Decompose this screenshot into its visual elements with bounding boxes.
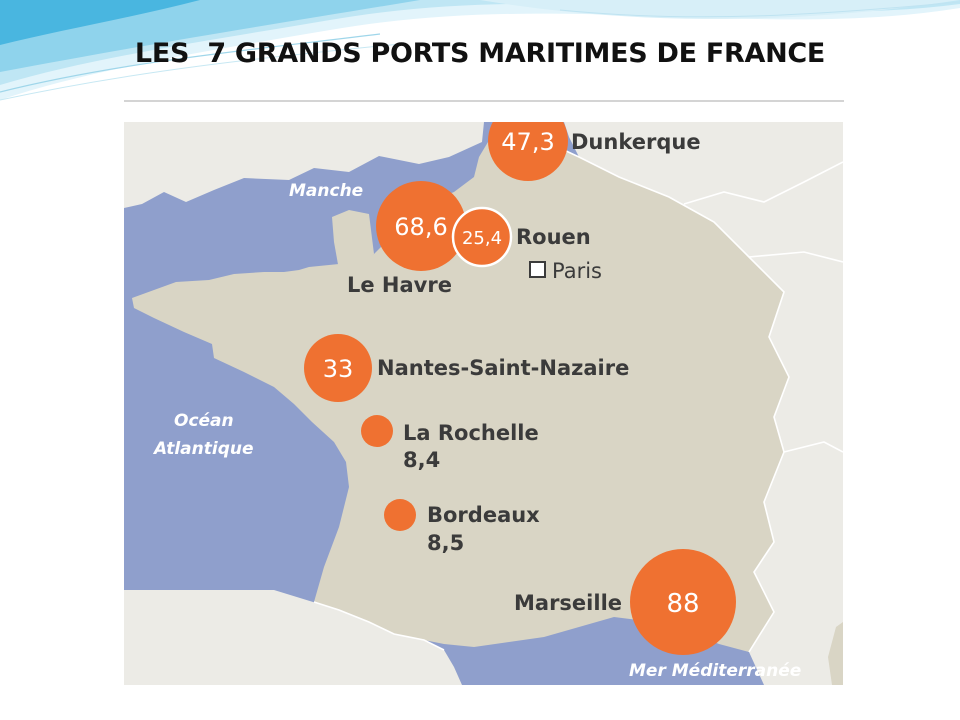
paris-square-icon xyxy=(529,261,546,278)
port-bubble-marseille xyxy=(630,549,736,655)
title-divider xyxy=(124,100,844,102)
france-landmass xyxy=(132,122,789,652)
port-value-nantes-saint-nazaire: 33 xyxy=(323,355,354,383)
spain-landmass xyxy=(124,590,462,685)
slide-title: LES 7 GRANDS PORTS MARITIMES DE FRANCE xyxy=(134,38,826,69)
port-bubble-dunkerque xyxy=(488,122,568,181)
port-bubble-bordeaux xyxy=(384,499,416,531)
port-value-bordeaux: 8,5 xyxy=(427,531,464,555)
sea-label-ocean-line2: Atlantique xyxy=(152,439,254,459)
port-bubble-la-rochelle xyxy=(361,415,393,447)
port-name-dunkerque: Dunkerque xyxy=(571,130,701,154)
port-name-la-rochelle: La Rochelle xyxy=(403,421,539,445)
port-bubble-rouen xyxy=(451,206,513,268)
england-landmass xyxy=(124,122,484,208)
port-name-le-havre: Le Havre xyxy=(347,273,452,297)
port-value-dunkerque: 47,3 xyxy=(501,128,554,156)
port-name-bordeaux: Bordeaux xyxy=(427,503,540,527)
port-value-marseille: 88 xyxy=(666,589,699,619)
cotentin-peninsula xyxy=(332,210,374,270)
port-value-le-havre: 68,6 xyxy=(394,213,447,241)
sea-label-manche: Manche xyxy=(289,181,363,201)
port-name-rouen: Rouen xyxy=(516,225,591,249)
capital-label-paris: Paris xyxy=(552,259,602,283)
country-borders xyxy=(313,122,843,653)
sea-label-ocean-line1: Océan xyxy=(174,411,234,431)
port-value-rouen: 25,4 xyxy=(462,228,502,249)
port-bubble-le-havre xyxy=(376,181,466,271)
port-value-la-rochelle: 8,4 xyxy=(403,448,440,472)
corsica-island xyxy=(828,622,843,685)
sea-label-mediterranee: Mer Méditerranée xyxy=(629,661,801,681)
port-name-marseille: Marseille xyxy=(514,591,622,615)
port-bubble-nantes-saint-nazaire xyxy=(304,334,372,402)
port-name-nantes-saint-nazaire: Nantes-Saint-Nazaire xyxy=(377,356,629,380)
france-ports-map: Manche Océan Atlantique Mer Méditerranée… xyxy=(124,122,843,685)
